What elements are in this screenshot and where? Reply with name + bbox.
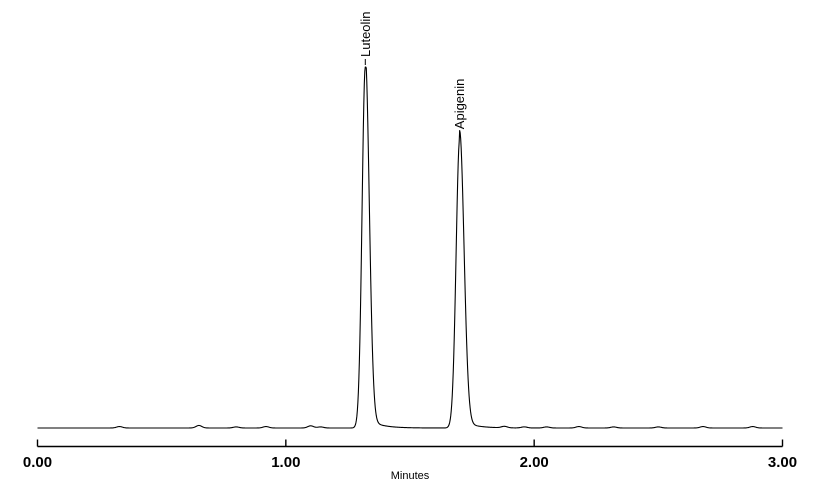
x-tick-label: 2.00	[520, 454, 549, 471]
x-tick-label: 1.00	[271, 454, 300, 471]
peak-annotations: Luteolin Apigenin	[358, 11, 467, 138]
peak-label: Apigenin	[452, 79, 467, 130]
chromatogram-trace	[37, 66, 783, 429]
x-axis: 0.00 1.00 2.00 3.00 Minutes	[23, 439, 797, 482]
peak-label: Luteolin	[358, 11, 373, 57]
x-tick-label: 3.00	[768, 454, 797, 471]
x-tick-label: 0.00	[23, 454, 52, 471]
x-axis-title: Minutes	[391, 470, 430, 482]
x-axis-ticks: 0.00 1.00 2.00 3.00	[23, 439, 797, 471]
